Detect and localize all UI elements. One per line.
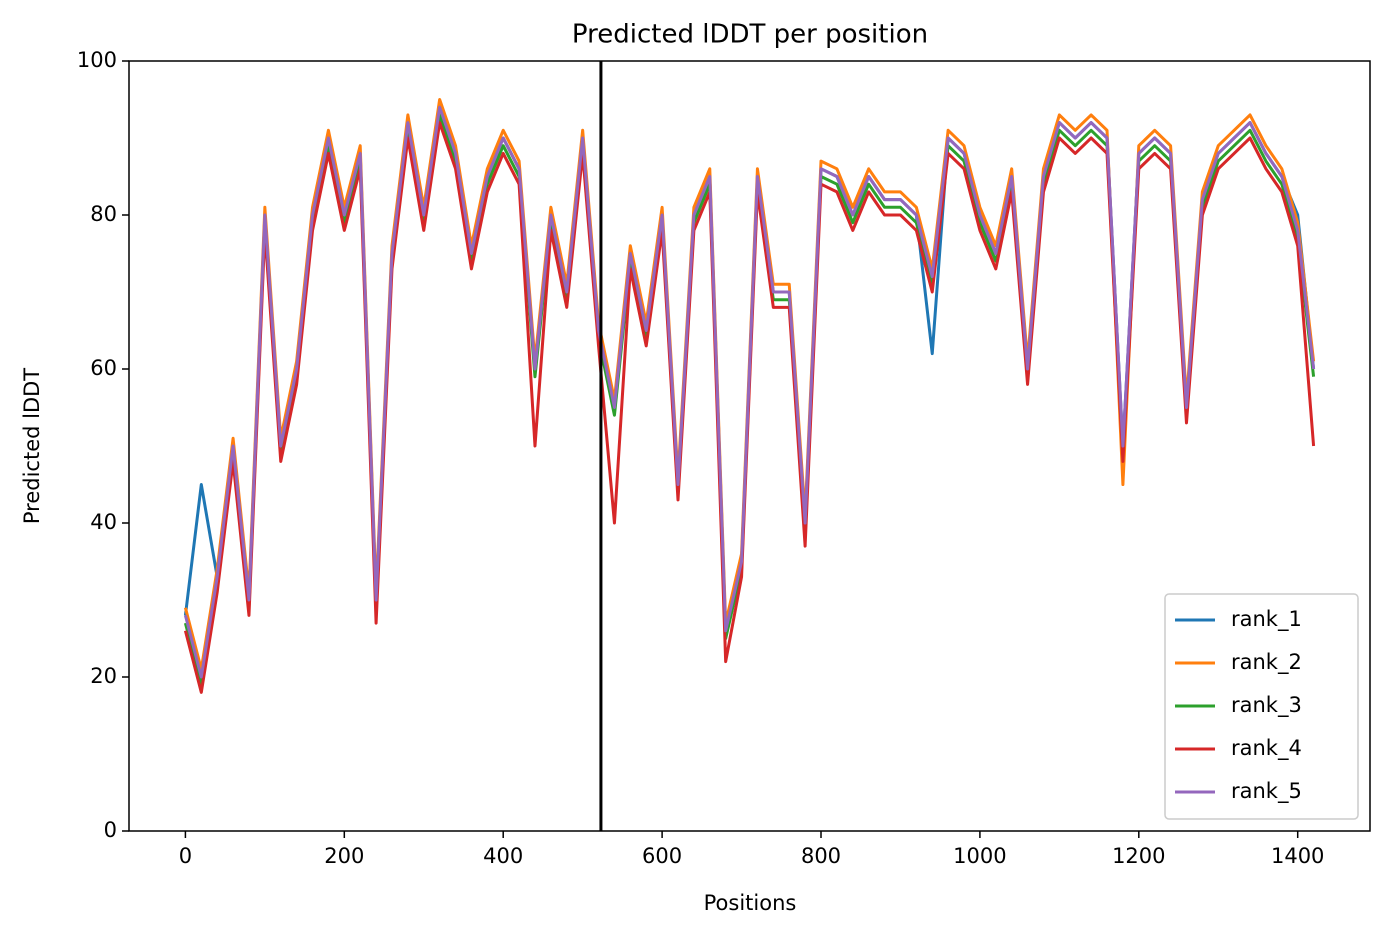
x-tick-label: 600 bbox=[642, 844, 682, 868]
plot-frame bbox=[128, 60, 1371, 832]
x-tick-label: 0 bbox=[179, 844, 192, 868]
x-tick-label: 1400 bbox=[1271, 844, 1324, 868]
legend-label: rank_2 bbox=[1231, 650, 1302, 675]
y-tick-label: 0 bbox=[104, 818, 117, 842]
legend-label: rank_1 bbox=[1231, 607, 1302, 632]
legend-label: rank_3 bbox=[1231, 693, 1302, 718]
legend-label: rank_5 bbox=[1231, 779, 1302, 804]
x-axis-label: Positions bbox=[704, 891, 797, 915]
legend: rank_1 rank_2 rank_3 rank_4 rank_5 bbox=[1164, 593, 1359, 820]
y-tick-label: 100 bbox=[77, 48, 117, 72]
series-line bbox=[183, 105, 1316, 679]
chart-title: Predicted lDDT per position bbox=[572, 20, 928, 50]
y-tick-label: 20 bbox=[90, 664, 117, 688]
y-axis-label: Predicted lDDT bbox=[20, 368, 44, 524]
x-tick-label: 800 bbox=[801, 844, 841, 868]
y-tick-label: 80 bbox=[90, 202, 117, 226]
y-tick-label: 40 bbox=[90, 510, 117, 534]
legend-label: rank_4 bbox=[1231, 736, 1302, 761]
x-tick-label: 1000 bbox=[953, 844, 1006, 868]
x-tick-label: 1200 bbox=[1112, 844, 1165, 868]
series-line bbox=[183, 121, 1316, 694]
y-tick-label: 60 bbox=[90, 356, 117, 380]
x-tick-label: 400 bbox=[483, 844, 523, 868]
legend-box bbox=[1164, 593, 1359, 820]
x-tick-label: 200 bbox=[324, 844, 364, 868]
